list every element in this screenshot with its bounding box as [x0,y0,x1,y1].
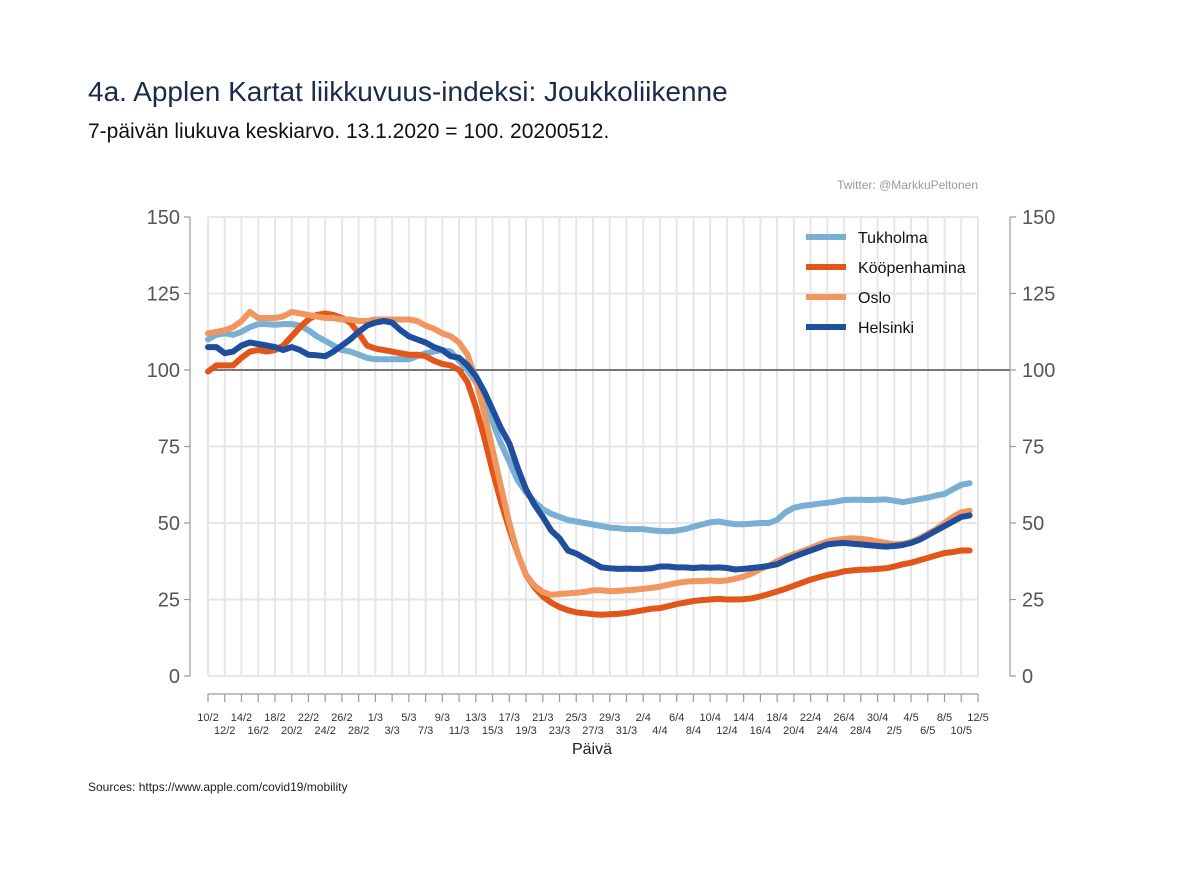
x-tick-label: 12/4 [716,725,737,737]
y-tick-label-left: 150 [147,207,180,229]
y-tick-label-right: 25 [1022,590,1044,612]
x-tick-label: 3/3 [384,725,399,737]
axes: 0 0 25 25 50 50 75 75 100 100 125 125 150 150 10/2 14/2… [147,207,1056,737]
x-tick-label: 16/4 [750,725,771,737]
x-tick-label: 20/2 [281,725,302,737]
y-tick-label-right: 0 [1022,666,1033,688]
y-tick-label-left: 25 [158,590,180,612]
x-tick-label: 12/5 [967,712,988,724]
series-line-tukholma [205,321,973,535]
y-tick-label-right: 100 [1022,360,1055,382]
x-tick-label: 9/3 [435,712,450,724]
x-tick-label: 23/3 [549,725,570,737]
y-tick-label-right: 50 [1022,513,1044,535]
x-tick-label: 31/3 [616,725,637,737]
x-tick-label: 13/3 [465,712,486,724]
chart-subtitle: 7-päivän liukuva keskiarvo. 13.1.2020 = … [88,120,610,143]
y-tick-label-left: 0 [169,666,180,688]
x-tick-label: 25/3 [566,712,587,724]
series-line-helsinki [205,318,973,573]
x-tick-label: 21/3 [532,712,553,724]
x-tick-label: 19/3 [515,725,536,737]
y-tick-label-right: 75 [1022,437,1044,459]
x-tick-label: 29/3 [599,712,620,724]
legend-label: Kööpenhamina [858,260,966,277]
y-tick-label-left: 100 [147,360,180,382]
x-tick-label: 18/4 [766,712,787,724]
x-tick-label: 5/3 [401,712,416,724]
x-tick-label: 18/2 [264,712,285,724]
x-tick-label: 24/2 [314,725,335,737]
y-tick-label-left: 125 [147,284,180,306]
x-tick-label: 26/2 [331,712,352,724]
x-axis-label: Päivä [572,741,612,758]
series-lines [205,308,973,618]
y-tick-label-right: 125 [1022,284,1055,306]
chart-title: 4a. Applen Kartat liikkuvuus-indeksi: Jo… [88,76,728,107]
x-tick-label: 10/2 [197,712,218,724]
x-tick-label: 1/3 [368,712,383,724]
x-tick-label: 15/3 [482,725,503,737]
x-tick-label: 4/4 [652,725,667,737]
twitter-credit: Twitter: @MarkkuPeltonen [837,178,978,192]
x-tick-label: 24/4 [817,725,838,737]
y-tick-label-right: 150 [1022,207,1055,229]
x-tick-label: 8/5 [937,712,952,724]
x-tick-label: 11/3 [449,725,470,737]
x-tick-label: 4/5 [903,712,918,724]
x-tick-label: 16/2 [248,725,269,737]
legend-label: Oslo [858,290,891,307]
x-tick-label: 10/5 [951,725,972,737]
x-tick-label: 17/3 [499,712,520,724]
x-tick-label: 22/2 [298,712,319,724]
x-tick-label: 6/5 [920,725,935,737]
x-tick-label: 30/4 [867,712,888,724]
x-tick-label: 27/3 [582,725,603,737]
x-tick-label: 12/2 [214,725,235,737]
x-tick-label: 6/4 [669,712,684,724]
series-line-oslo [205,308,973,598]
source-note: Sources: https://www.apple.com/covid19/m… [88,780,348,794]
x-tick-label: 2/5 [887,725,902,737]
x-tick-label: 10/4 [699,712,720,724]
x-tick-label: 2/4 [636,712,651,724]
x-tick-label: 8/4 [686,725,701,737]
x-tick-label: 22/4 [800,712,821,724]
x-tick-label: 28/4 [850,725,871,737]
x-tick-label: 7/3 [418,725,433,737]
legend-label: Helsinki [858,320,914,337]
x-tick-label: 28/2 [348,725,369,737]
x-tick-label: 14/4 [733,712,754,724]
x-tick-label: 26/4 [833,712,854,724]
legend-label: Tukholma [858,230,928,247]
x-tick-label: 20/4 [783,725,804,737]
grid [207,216,1010,677]
y-tick-label-left: 50 [158,513,180,535]
y-tick-label-left: 75 [158,437,180,459]
legend: Tukholma Kööpenhamina Oslo Helsinki [806,230,966,337]
x-tick-label: 14/2 [231,712,252,724]
